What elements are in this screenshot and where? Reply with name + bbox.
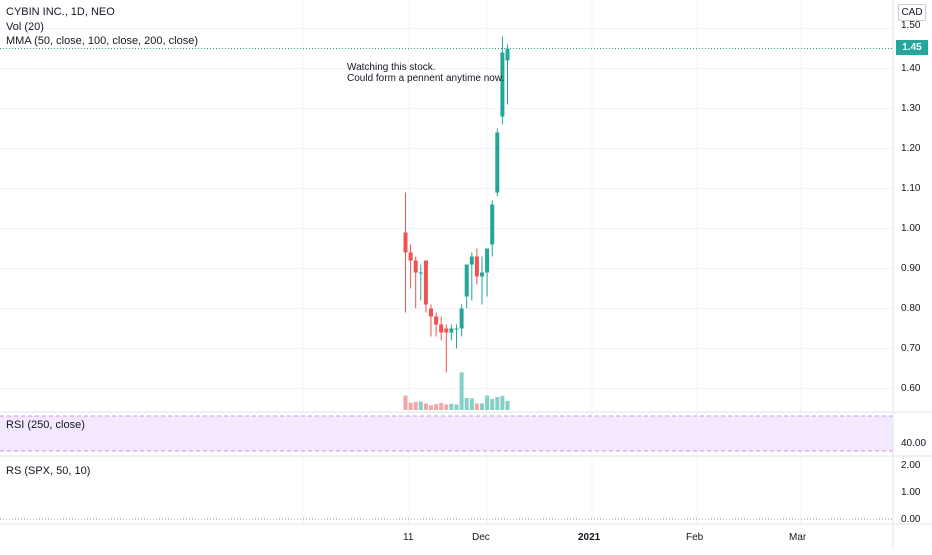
candle-body — [429, 308, 433, 317]
volume-legend[interactable]: Vol (20) — [6, 21, 44, 33]
x-tick-label: Dec — [472, 532, 490, 543]
candle-body — [500, 52, 505, 117]
volume-bar — [495, 396, 500, 410]
symbol-legend[interactable]: CYBIN INC., 1D, NEO — [6, 6, 115, 18]
volume-bar — [485, 395, 490, 410]
volume-bar — [490, 399, 495, 410]
volume-bar — [449, 403, 454, 410]
rs-legend[interactable]: RS (SPX, 50, 10) — [6, 465, 91, 477]
mma-legend[interactable]: MMA (50, close, 100, close, 200, close) — [6, 35, 198, 47]
rs-tick-label: 0.00 — [901, 514, 921, 525]
candle-body — [449, 328, 454, 333]
candle-body — [408, 252, 413, 261]
y-tick-label: 0.70 — [901, 342, 921, 354]
candle-body — [469, 256, 474, 265]
candle-body — [474, 256, 479, 277]
text-annotation[interactable]: Watching this stock. Could form a pennen… — [347, 62, 504, 84]
candle-body — [464, 264, 469, 297]
volume-bar — [408, 402, 413, 410]
candle-body — [480, 272, 484, 277]
volume-bar — [434, 404, 439, 410]
x-tick-label: Feb — [686, 532, 704, 543]
x-tick-label: Mar — [789, 532, 807, 543]
y-tick-label: 1.40 — [901, 62, 921, 74]
x-tick-label: 2021 — [578, 532, 601, 543]
rsi-band — [0, 416, 893, 451]
volume-bar — [429, 405, 433, 410]
rs-tick-label: 2.00 — [901, 460, 921, 471]
annotation-line-2: Could form a pennent anytime now. — [347, 73, 505, 84]
y-tick-label: 1.20 — [901, 142, 921, 154]
y-tick-label: 0.80 — [901, 302, 921, 314]
volume-bar — [480, 403, 484, 410]
candle-body — [434, 316, 439, 325]
candle-body — [423, 260, 428, 305]
candle-body — [490, 204, 495, 245]
candle-body — [418, 272, 423, 274]
volume-bar — [413, 402, 418, 410]
y-tick-label: 1.10 — [901, 182, 921, 194]
volume-bar — [474, 403, 479, 410]
candle-body — [439, 324, 444, 333]
volume-bar — [444, 404, 449, 410]
volume-bar — [418, 401, 423, 410]
annotation-line-1: Watching this stock. — [347, 62, 436, 73]
y-tick-label: 1.00 — [901, 222, 921, 234]
y-tick-label: 0.90 — [901, 262, 921, 274]
candle-body — [505, 48, 510, 61]
candle-body — [495, 132, 500, 193]
volume-bar — [459, 372, 464, 410]
rs-tick-label: 1.00 — [901, 487, 921, 498]
y-tick-label: 1.30 — [901, 102, 921, 114]
rsi-level-label: 40.00 — [901, 438, 927, 449]
volume-bar — [439, 403, 444, 410]
candle-body — [413, 260, 418, 273]
candle-body — [454, 328, 459, 330]
rsi-legend[interactable]: RSI (250, close) — [6, 419, 85, 431]
y-tick-label: 1.50 — [901, 20, 921, 31]
volume-bar — [505, 401, 510, 410]
volume-bar — [500, 395, 505, 410]
volume-bar — [423, 403, 428, 410]
currency-button[interactable]: CAD — [898, 4, 926, 21]
volume-bar — [454, 404, 459, 410]
candle-body — [459, 308, 464, 329]
candle-body — [444, 328, 449, 333]
volume-bar — [469, 398, 474, 410]
last-price-tag: 1.45 — [896, 40, 928, 55]
candle-body — [403, 232, 408, 253]
candle-body — [485, 248, 490, 273]
y-tick-label: 0.60 — [901, 382, 921, 394]
x-tick-label: 11 — [403, 532, 414, 543]
volume-bar — [464, 397, 469, 410]
volume-bar — [403, 395, 408, 410]
